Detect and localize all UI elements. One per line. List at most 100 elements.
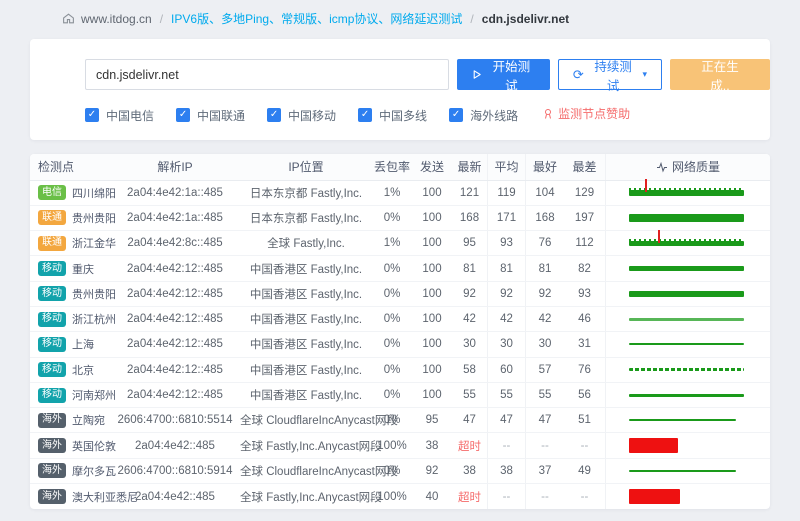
node-cell: 电信 四川绵阳: [30, 185, 116, 201]
network-quality-cell: [605, 332, 770, 357]
resolved-ip: 2a04:4e42:1a::485: [127, 211, 223, 224]
checkbox-icon[interactable]: ✓: [85, 108, 99, 122]
avg-ms: --: [487, 484, 526, 510]
table-row: 海外 立陶宛 2606:4700::6810:5514 全球 CloudflareIn…: [30, 408, 770, 434]
node-cell: 移动 北京: [30, 362, 110, 378]
node-cell: 海外 英国伦敦: [30, 438, 116, 454]
sent-count: 100: [422, 363, 442, 376]
latest-ms: 超时: [458, 440, 481, 453]
checkbox-icon[interactable]: ✓: [358, 108, 373, 122]
avg-ms: --: [487, 433, 526, 458]
best-ms: 42: [538, 313, 552, 326]
resolved-ip: 2a04:4e42:1a::485: [127, 186, 223, 199]
continuous-test-label: 持续测试: [594, 59, 632, 93]
column-header: 最新: [457, 160, 482, 174]
column-header: 检测点: [38, 160, 75, 174]
ip-location: 中国香港区 Fastly,Inc.: [249, 314, 363, 327]
carrier-badge: 海外: [38, 489, 66, 505]
resolved-ip: 2a04:4e42:12::485: [127, 363, 223, 376]
quality-bar: [629, 368, 744, 372]
avg-ms: 81: [487, 256, 526, 281]
ip-location: 中国香港区 Fastly,Inc.: [249, 263, 363, 276]
checkbox-icon[interactable]: ✓: [449, 108, 464, 122]
carrier-badge: 联通: [38, 235, 66, 251]
ip-location: 中国香港区 Fastly,Inc.: [249, 364, 363, 377]
checkbox-line-4[interactable]: ✓ 海外线路: [449, 107, 518, 124]
quality-bar: [629, 266, 744, 272]
quality-bar: [629, 489, 681, 505]
column-header: 解析IP: [157, 160, 193, 174]
generating-button[interactable]: 正在生成..: [670, 59, 770, 93]
chevron-down-icon: ▾: [642, 69, 648, 79]
test-panel: 开始测试 ⟳ 持续测试 ▾ 正在生成.. ✓ 中国电信 ✓ 中国联通 ✓ 中国移动 ✓ 中国多…: [30, 39, 770, 140]
table-row: 海外 英国伦敦 2a04:4e42::485 全球 Fastly,Inc.Anycas…: [30, 433, 770, 459]
worst-ms: 76: [578, 363, 591, 376]
ip-location: 全球 Fastly,Inc.Anycast网段: [240, 440, 382, 453]
quality-bar: [629, 438, 678, 454]
checkbox-line-1[interactable]: ✓ 中国联通: [176, 107, 245, 124]
quality-bar-noise: [629, 187, 744, 191]
column-header: 最差: [572, 160, 597, 174]
sent-count: 100: [422, 287, 442, 300]
ip-location: 全球 CloudflareIncAnycast网段: [240, 415, 398, 428]
ip-location: 全球 Fastly,Inc.: [267, 238, 345, 251]
table-row: 海外 澳大利亚悉尼 2a04:4e42::485 全球 Fastly,Inc.Anyc…: [30, 484, 770, 510]
breadcrumb-section[interactable]: IPV6版、多地Ping、常规版、icmp协议、网络延迟测试: [171, 12, 463, 26]
carrier-badge: 移动: [38, 261, 66, 277]
table-row: 移动 浙江杭州 2a04:4e42:12::485 中国香港区 Fastly,Inc.…: [30, 306, 770, 333]
resolved-ip: 2a04:4e42:12::485: [127, 262, 223, 275]
loss-rate: 0%: [383, 287, 401, 300]
worst-ms: 93: [578, 287, 591, 300]
checkbox-label: 中国联通: [197, 108, 246, 123]
checkbox-line-3[interactable]: ✓ 中国多线: [358, 107, 427, 124]
latest-ms: 38: [463, 464, 476, 477]
resolved-ip: 2a04:4e42:8c::485: [127, 237, 223, 250]
network-quality-cell: [605, 256, 770, 281]
network-quality-cell: [605, 408, 770, 433]
network-quality-cell: [605, 484, 770, 510]
network-quality-cell: [605, 229, 770, 256]
ip-location: 中国香港区 Fastly,Inc.: [249, 339, 363, 352]
network-quality-cell: [605, 357, 770, 382]
best-ms: 47: [538, 414, 552, 427]
latest-ms: 121: [459, 186, 480, 199]
quality-bar-noise: [629, 238, 744, 242]
node-name: 澳大利亚悉尼: [72, 491, 138, 504]
checkbox-icon[interactable]: ✓: [176, 108, 191, 122]
breadcrumb-site[interactable]: www.itdog.cn: [81, 11, 152, 26]
checkbox-label: 中国电信: [106, 108, 155, 123]
checkbox-icon[interactable]: ✓: [267, 108, 282, 122]
carrier-badge: 海外: [38, 463, 66, 479]
latest-ms: 168: [459, 211, 480, 224]
activity-icon: [656, 161, 667, 173]
table-row: 海外 摩尔多瓦 2606:4700::6810:5914 全球 CloudflareI…: [30, 458, 770, 485]
quality-bar: [629, 343, 744, 346]
sent-count: 100: [422, 237, 442, 250]
latest-ms: 58: [463, 363, 476, 376]
checkbox-label: 海外线路: [470, 108, 519, 123]
column-header: 网络质量: [605, 153, 770, 180]
avg-ms: 60: [487, 357, 526, 382]
best-ms: --: [541, 490, 549, 503]
latest-ms: 47: [463, 414, 476, 427]
checkbox-line-2[interactable]: ✓ 中国移动: [267, 107, 336, 124]
ip-location: 日本东京都 Fastly,Inc.: [249, 212, 363, 225]
sent-count: 40: [425, 490, 439, 503]
table-row: 联通 贵州贵阳 2a04:4e42:1a::485 日本东京都 Fastly,Inc.…: [30, 205, 770, 232]
continuous-test-button[interactable]: ⟳ 持续测试 ▾: [557, 59, 663, 93]
latest-ms: 30: [463, 338, 476, 351]
latest-ms: 81: [463, 262, 476, 275]
ip-location: 中国香港区 Fastly,Inc.: [249, 288, 363, 301]
loss-rate: 0%: [383, 211, 401, 224]
start-test-button[interactable]: 开始测试: [457, 59, 550, 93]
best-ms: 30: [538, 338, 552, 351]
sponsor-link[interactable]: 监测节点赞助: [542, 105, 630, 122]
quality-bar: [629, 393, 744, 397]
worst-ms: 49: [578, 464, 591, 477]
host-input[interactable]: [85, 59, 449, 90]
carrier-badge: 海外: [38, 438, 66, 454]
node-name: 浙江金华: [72, 238, 116, 251]
resolved-ip: 2a04:4e42::485: [135, 439, 215, 452]
breadcrumb-separator: /: [470, 11, 474, 26]
checkbox-line-0[interactable]: ✓ 中国电信: [85, 107, 154, 124]
